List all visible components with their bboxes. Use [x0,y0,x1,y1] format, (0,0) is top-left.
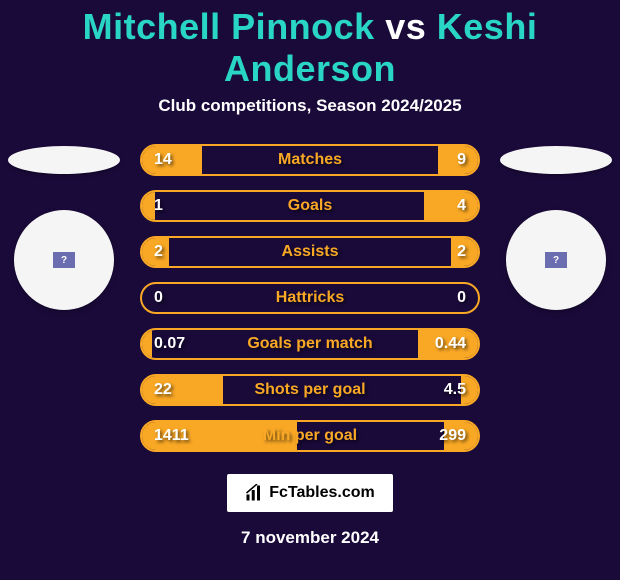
stat-value-left: 22 [154,381,172,399]
title-vs: vs [385,6,426,47]
stat-value-right: 0 [457,289,466,307]
stat-fill-left [142,330,152,358]
stat-value-left: 14 [154,151,172,169]
stat-row: Assists 2 2 [140,236,480,268]
left-badge-icon: ? [53,252,75,268]
stat-row: Goals 1 4 [140,190,480,222]
stat-row: Goals per match 0.07 0.44 [140,328,480,360]
stat-row: Min per goal 1411 299 [140,420,480,452]
stat-label: Matches [278,151,342,169]
stat-label: Hattricks [276,289,344,307]
brand-text: FcTables.com [269,484,375,502]
stat-value-left: 2 [154,243,163,261]
stat-value-left: 0.07 [154,335,185,353]
left-team-ellipse [8,146,120,174]
stat-row: Shots per goal 22 4.5 [140,374,480,406]
stat-label: Assists [282,243,339,261]
stat-value-right: 299 [439,427,466,445]
right-player-circle: ? [506,210,606,310]
stat-value-right: 4 [457,197,466,215]
stat-label: Goals per match [247,335,372,353]
stat-value-right: 9 [457,151,466,169]
stat-value-left: 1 [154,197,163,215]
page-title: Mitchell Pinnock vs Keshi Anderson [0,0,620,90]
brand-chart-icon [245,484,263,502]
right-badge-icon: ? [545,252,567,268]
stat-fill-left [142,146,202,174]
left-column: ? [6,144,122,310]
content-area: ? Matches149Goals14Assists22Hattricks00G… [0,144,620,452]
stat-label: Goals [288,197,332,215]
stat-bars: Matches149Goals14Assists22Hattricks00Goa… [140,144,480,452]
stat-row: Matches 14 9 [140,144,480,176]
subtitle: Club competitions, Season 2024/2025 [0,96,620,116]
title-player-left: Mitchell Pinnock [83,6,375,47]
footer: FcTables.com 7 november 2024 [0,474,620,548]
stat-fill-right [424,192,478,220]
date-text: 7 november 2024 [0,528,620,548]
stat-label: Min per goal [263,427,357,445]
stat-value-left: 1411 [154,427,189,445]
left-player-circle: ? [14,210,114,310]
brand-badge: FcTables.com [227,474,393,512]
stat-label: Shots per goal [254,381,365,399]
stat-value-right: 0.44 [435,335,466,353]
stat-value-left: 0 [154,289,163,307]
stat-row: Hattricks 0 0 [140,282,480,314]
right-column: ? [498,144,614,310]
stat-value-right: 4.5 [444,381,466,399]
right-team-ellipse [500,146,612,174]
stat-value-right: 2 [457,243,466,261]
